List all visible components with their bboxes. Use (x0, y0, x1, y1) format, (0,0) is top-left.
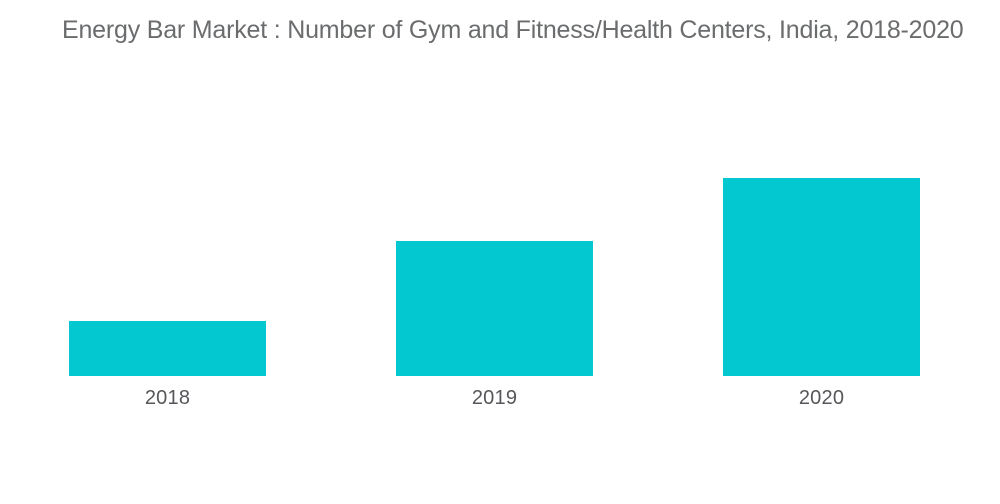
x-tick-label-2019: 2019 (471, 387, 518, 409)
chart-category-2018: 2018 (4, 178, 331, 411)
chart-category-2020: 2020 (658, 178, 985, 411)
bar-2019 (396, 241, 593, 376)
x-tick-label-2018: 2018 (144, 387, 191, 409)
bar-area (396, 178, 593, 376)
bar-area (723, 178, 920, 376)
chart-category-2019: 2019 (331, 178, 658, 411)
bar-2018 (69, 320, 266, 376)
bar-area (69, 178, 266, 376)
bar-chart-plot-area: 2018 2019 2020 (4, 178, 985, 411)
chart-title: Energy Bar Market : Number of Gym and Fi… (62, 16, 964, 44)
bar-2020 (723, 178, 920, 376)
x-tick-label-2020: 2020 (798, 387, 845, 409)
